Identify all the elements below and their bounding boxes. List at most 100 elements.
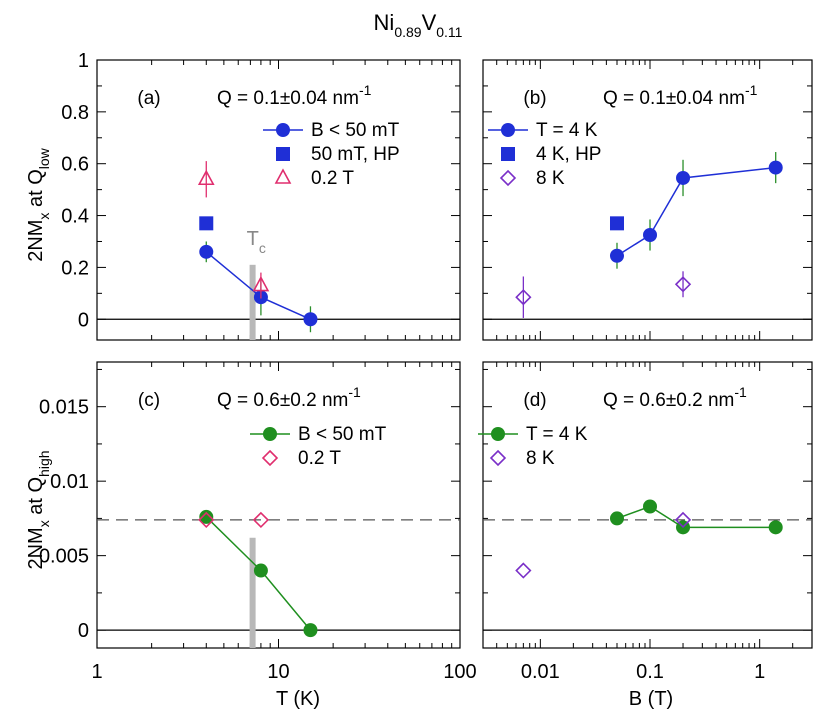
y-tick-label: 0.2	[61, 257, 89, 279]
legend-entry: B < 50 mT	[263, 120, 400, 141]
legend-marker	[276, 123, 290, 137]
panels: 0 0.2 0.4 0.6 0.8 1 Tc (a) Q = 0.1±0.04 nm-1 B < …	[39, 50, 813, 683]
panel-a: 0 0.2 0.4 0.6 0.8 1 Tc (a) Q = 0.1±0.04 nm-1 B < …	[61, 50, 461, 341]
legend-label: 0.2 T	[311, 168, 354, 189]
legend-entry: 50 mT, HP	[276, 144, 400, 165]
legend-entry: 0.2 T	[274, 168, 354, 189]
panel-frame	[482, 361, 813, 649]
panel-label: (b)	[523, 88, 546, 109]
panel-frame	[482, 59, 813, 341]
data-point	[199, 509, 214, 524]
q-range-label: Q = 0.6±0.2 nm-1	[603, 384, 747, 411]
data-point	[643, 499, 658, 514]
legend-marker	[274, 168, 292, 184]
data-point	[303, 312, 318, 327]
series-t-4-k	[609, 152, 783, 269]
y-tick-label: 1	[78, 50, 89, 72]
x-tick-label: 1	[91, 661, 102, 683]
legend-marker	[499, 169, 517, 187]
legend-label: 8 K	[536, 168, 565, 189]
x-tick-label: 0.1	[636, 661, 664, 683]
data-point	[609, 248, 624, 263]
q-range-label: Q = 0.1±0.04 nm-1	[603, 82, 758, 109]
panel-b: (b) Q = 0.1±0.04 nm-1T = 4 K 4 K, HP 8 K	[482, 59, 813, 341]
data-point	[515, 289, 532, 306]
legend-marker	[261, 449, 279, 467]
y-tick-label: 0.6	[61, 154, 89, 176]
legend-label: 0.2 T	[298, 448, 341, 469]
data-point	[515, 562, 532, 579]
series-8-k	[515, 271, 692, 318]
x-tick-label: 1	[754, 661, 765, 683]
y-tick-label: 0.8	[61, 102, 89, 124]
legend-marker	[501, 147, 515, 161]
series-line	[616, 166, 776, 257]
series-0-2-t	[197, 161, 270, 299]
panel-d: 0.01 0.1 1 (d) Q = 0.6±0.2 nm-1 T = 4 K 8 K	[478, 361, 813, 683]
figure-title: Ni0.89V0.11	[374, 10, 463, 40]
legend-label: T = 4 K	[536, 120, 598, 141]
legend-label: 50 mT, HP	[311, 144, 400, 165]
x-tick-label: 0.01	[521, 661, 560, 683]
legend-entry: B < 50 mT	[250, 424, 387, 445]
q-range-label: Q = 0.6±0.2 nm-1	[217, 384, 361, 411]
data-point	[768, 520, 783, 535]
panel-c: 1 10 100 0 0.005 0.01 0.015 (c) Q = 0.6±0.2 nm-1…	[39, 361, 477, 683]
series-4-k-hp	[609, 216, 624, 231]
y-tick-label: 0	[78, 309, 89, 331]
legend-label: B < 50 mT	[298, 424, 387, 445]
legend-marker	[501, 123, 515, 137]
y-tick-label: 0.01	[50, 471, 89, 493]
legend-marker	[489, 449, 507, 467]
data-point	[198, 511, 215, 529]
data-point	[252, 511, 270, 529]
y-tick-label: 0.4	[61, 206, 89, 228]
x-axis-label-left: T (K)	[276, 688, 320, 710]
legend-label: 4 K, HP	[536, 144, 601, 165]
series-8-k	[515, 511, 692, 579]
y-axis-label-bottom: 2NMx at Qhigh	[25, 450, 52, 569]
data-point	[768, 160, 783, 175]
legend-label: B < 50 mT	[311, 120, 400, 141]
tc-marker-bar	[249, 537, 256, 648]
series-line	[205, 251, 311, 320]
x-axis-label-right: B (T)	[629, 688, 673, 710]
series-b-50-mt	[199, 509, 318, 638]
y-tick-label: 0.005	[39, 546, 89, 568]
legend-marker	[263, 427, 277, 441]
x-tick-label: 100	[443, 661, 476, 683]
data-point	[252, 275, 270, 292]
data-point	[303, 623, 318, 638]
data-point	[199, 216, 214, 231]
legend-entry: 4 K, HP	[501, 144, 601, 165]
data-point	[199, 244, 214, 259]
legend-entry: T = 4 K	[488, 120, 598, 141]
y-tick-label: 0.015	[39, 397, 89, 419]
y-axis-label-top: 2NMx at Qlow	[25, 147, 52, 261]
panel-label: (c)	[138, 390, 160, 411]
panel-label: (d)	[523, 390, 546, 411]
data-point	[609, 216, 624, 231]
panel-label: (a)	[137, 88, 160, 109]
y-tick-label: 0	[78, 620, 89, 642]
data-point	[674, 276, 692, 293]
legend-entry: T = 4 K	[478, 424, 588, 445]
legend-entry: 8 K	[489, 448, 555, 469]
series-0-2-t	[198, 511, 270, 529]
legend-label: 8 K	[526, 448, 555, 469]
q-range-label: Q = 0.1±0.04 nm-1	[217, 82, 372, 109]
data-point	[676, 170, 691, 185]
legend-marker	[491, 427, 505, 441]
legend-entry: 0.2 T	[261, 448, 341, 469]
legend-entry: 8 K	[499, 168, 565, 189]
series-50-mt-hp	[199, 216, 214, 231]
data-point	[609, 511, 624, 526]
data-point	[674, 511, 692, 529]
x-tick-label: 10	[267, 661, 289, 683]
data-point	[197, 169, 215, 186]
legend-label: T = 4 K	[526, 424, 588, 445]
tc-marker-bar	[249, 264, 256, 340]
series-t-4-k	[609, 499, 783, 535]
legend-marker	[276, 147, 290, 161]
